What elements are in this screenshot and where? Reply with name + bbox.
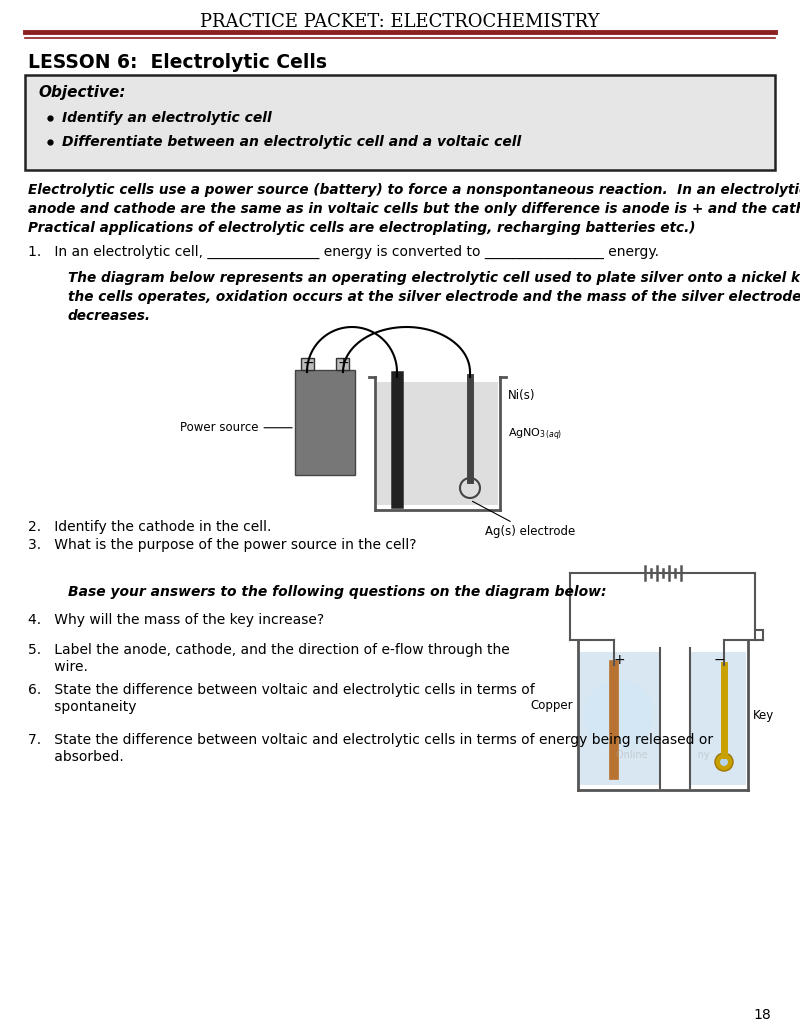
Text: wire.: wire. (28, 660, 88, 674)
Text: anode and cathode are the same as in voltaic cells but the only difference is an: anode and cathode are the same as in vol… (28, 202, 800, 216)
Circle shape (715, 753, 733, 771)
Text: +: + (613, 653, 625, 667)
Text: 6.   State the difference between voltaic and electrolytic cells in terms of: 6. State the difference between voltaic … (28, 683, 534, 697)
Text: Key: Key (753, 709, 774, 721)
Text: Differentiate between an electrolytic cell and a voltaic cell: Differentiate between an electrolytic ce… (62, 135, 522, 149)
Text: Ag(s) electrode: Ag(s) electrode (473, 501, 575, 538)
Text: +: + (337, 356, 349, 369)
Bar (295, 369, 355, 475)
Text: Copper: Copper (530, 699, 573, 711)
Circle shape (584, 680, 654, 750)
Text: Electrolytic cells use a power source (battery) to force a nonspontaneous reacti: Electrolytic cells use a power source (b… (28, 183, 800, 197)
Text: 1.   In an electrolytic cell, ________________ energy is converted to __________: 1. In an electrolytic cell, ____________… (28, 245, 659, 259)
Bar (301, 358, 314, 369)
Text: −: − (713, 653, 725, 667)
Text: Power source: Power source (180, 421, 292, 435)
Text: 18: 18 (753, 1008, 771, 1022)
Text: PRACTICE PACKET: ELECTROCHEMISTRY: PRACTICE PACKET: ELECTROCHEMISTRY (200, 13, 600, 31)
Text: the cells operates, oxidation occurs at the silver electrode and the mass of the: the cells operates, oxidation occurs at … (68, 290, 800, 304)
Bar (377, 382, 498, 505)
Circle shape (720, 758, 728, 766)
Bar (690, 652, 746, 785)
Text: Identify an electrolytic cell: Identify an electrolytic cell (62, 111, 272, 125)
Text: LESSON 6:  Electrolytic Cells: LESSON 6: Electrolytic Cells (28, 53, 327, 71)
Text: 4.   Why will the mass of the key increase?: 4. Why will the mass of the key increase… (28, 613, 324, 627)
Text: Online                ny: Online ny (616, 750, 710, 760)
Text: 2.   Identify the cathode in the cell.: 2. Identify the cathode in the cell. (28, 520, 271, 534)
Text: Practical applications of electrolytic cells are electroplating, recharging batt: Practical applications of electrolytic c… (28, 221, 695, 235)
Bar (580, 652, 660, 785)
Text: 5.   Label the anode, cathode, and the direction of e-flow through the: 5. Label the anode, cathode, and the dir… (28, 643, 510, 657)
Text: The diagram below represents an operating electrolytic cell used to plate silver: The diagram below represents an operatin… (68, 271, 800, 285)
Text: 3.   What is the purpose of the power source in the cell?: 3. What is the purpose of the power sour… (28, 538, 417, 552)
Text: Objective:: Objective: (38, 86, 126, 100)
Text: spontaneity: spontaneity (28, 700, 137, 714)
Text: −: − (302, 356, 314, 369)
Text: absorbed.: absorbed. (28, 750, 124, 764)
Bar (336, 358, 349, 369)
Bar (25, 75, 775, 170)
Text: AgNO$_3$$_{(aq)}$: AgNO$_3$$_{(aq)}$ (508, 426, 562, 443)
Text: Ni(s): Ni(s) (508, 388, 535, 402)
Text: Base your answers to the following questions on the diagram below:: Base your answers to the following quest… (68, 585, 606, 599)
Text: decreases.: decreases. (68, 309, 151, 323)
Text: 7.   State the difference between voltaic and electrolytic cells in terms of ene: 7. State the difference between voltaic … (28, 733, 713, 747)
